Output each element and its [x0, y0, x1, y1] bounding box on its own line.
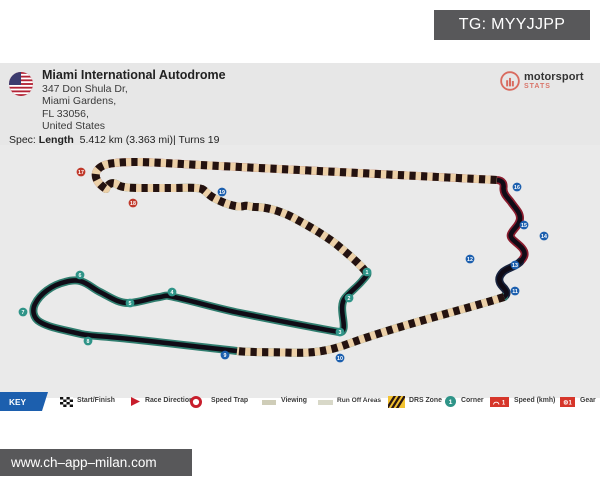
svg-text:13: 13	[512, 263, 518, 269]
svg-text:17: 17	[78, 170, 84, 176]
svg-text:11: 11	[512, 289, 518, 295]
svg-text:4: 4	[171, 290, 174, 296]
svg-text:KEY: KEY	[9, 397, 27, 407]
svg-text:1: 1	[366, 270, 369, 276]
svg-text:5: 5	[129, 301, 132, 307]
svg-text:14: 14	[541, 234, 547, 240]
svg-text:12: 12	[467, 257, 473, 263]
svg-text:⚙1: ⚙1	[563, 399, 572, 406]
svg-text:16: 16	[514, 185, 520, 191]
svg-text:19: 19	[219, 190, 225, 196]
svg-text:7: 7	[22, 310, 25, 316]
svg-text:2: 2	[348, 296, 351, 302]
svg-text:9: 9	[224, 353, 227, 359]
svg-text:6: 6	[79, 273, 82, 279]
svg-text:18: 18	[130, 201, 136, 207]
svg-text:1: 1	[449, 399, 453, 406]
svg-text:8: 8	[87, 339, 90, 345]
svg-text:10: 10	[337, 356, 343, 362]
svg-text:15: 15	[521, 223, 527, 229]
svg-text:3: 3	[339, 330, 342, 336]
